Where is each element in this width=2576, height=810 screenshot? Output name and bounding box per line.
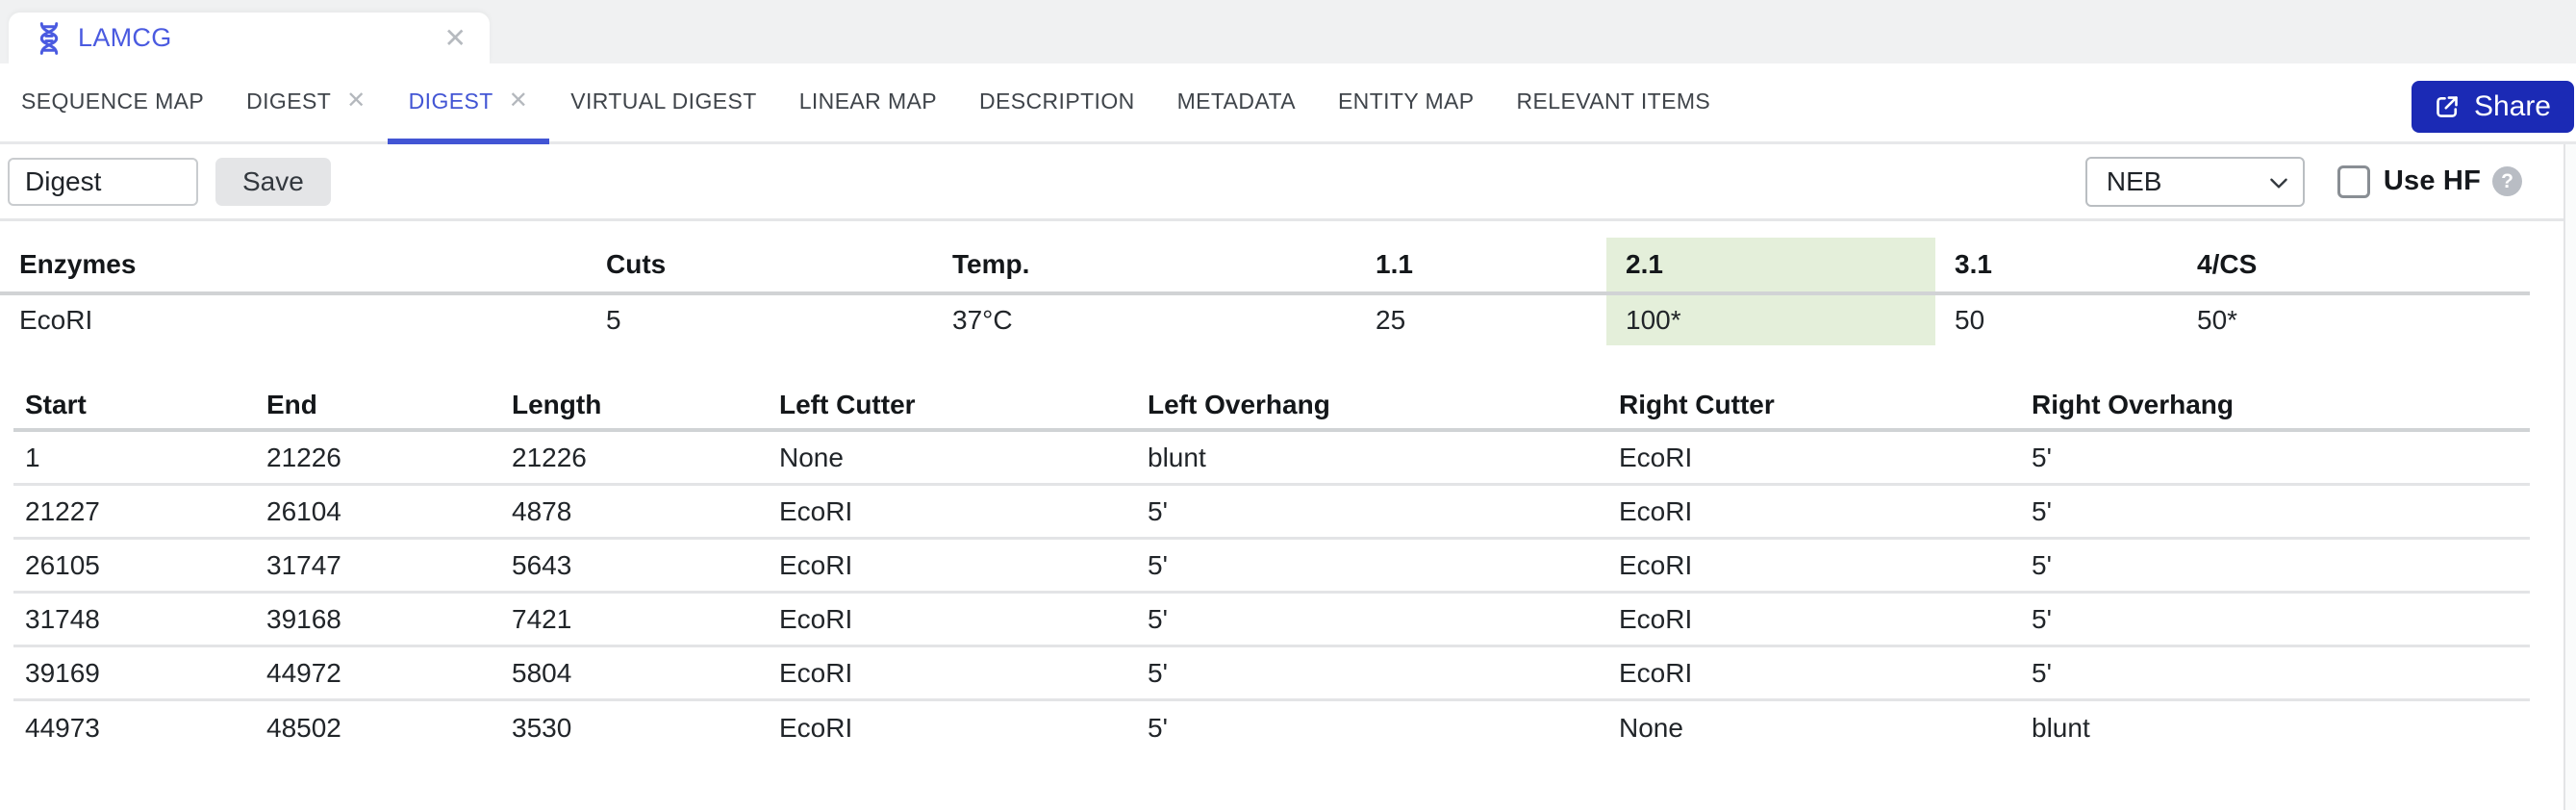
buffer-header-2-1-highlighted: 2.1 — [1606, 238, 1935, 295]
buffer-header-enzymes: Enzymes — [0, 238, 587, 295]
tab-relevant-items[interactable]: RELEVANT ITEMS — [1516, 88, 1711, 114]
buffer-header-temp: Temp. — [933, 238, 1356, 295]
buffer-cell-3-1: 50 — [1955, 305, 1985, 335]
digest-name-input[interactable] — [8, 157, 198, 206]
tab-sequence-map[interactable]: SEQUENCE MAP — [21, 88, 205, 114]
buffer-header-1-1: 1.1 — [1356, 238, 1606, 295]
buffer-header-3-1: 3.1 — [1935, 238, 2178, 295]
scrollbar-track[interactable] — [2563, 144, 2576, 810]
frag-header-right-overhang: Right Overhang — [2020, 382, 2530, 432]
document-tab-lamcg[interactable]: LAMCG ✕ — [9, 13, 490, 63]
document-title: LAMCG — [78, 23, 172, 52]
tab-digest-1[interactable]: DIGEST ✕ — [246, 88, 366, 114]
tab-virtual-digest[interactable]: VIRTUAL DIGEST — [570, 88, 757, 114]
frag-header-left-cutter: Left Cutter — [768, 382, 1136, 432]
dna-helix-icon — [39, 21, 59, 55]
tab-linear-map[interactable]: LINEAR MAP — [798, 88, 938, 114]
buffer-header-cuts: Cuts — [587, 238, 933, 295]
digest-fragments-table: Start End Length Left Cutter Left Overha… — [13, 382, 2530, 755]
share-button[interactable]: Share — [2411, 81, 2574, 133]
use-hf-checkbox[interactable] — [2336, 165, 2370, 198]
enzyme-db-select[interactable]: NEB — [2084, 156, 2305, 207]
buffer-cell-2-1-highlighted: 100* — [1606, 295, 1935, 345]
frag-header-left-overhang: Left Overhang — [1136, 382, 1607, 432]
toolbar-right-group: NEB Use HF ? — [2084, 156, 2522, 207]
close-tab-icon[interactable]: ✕ — [508, 88, 529, 114]
frag-header-right-cutter: Right Cutter — [1607, 382, 2020, 432]
tab-entity-map[interactable]: ENTITY MAP — [1337, 88, 1475, 114]
close-document-icon[interactable]: ✕ — [443, 22, 467, 53]
window-tab-strip: LAMCG ✕ — [0, 0, 2576, 63]
external-link-icon — [2437, 96, 2458, 117]
buffer-cell-1-1: 25 — [1376, 305, 1406, 335]
tab-description[interactable]: DESCRIPTION — [979, 88, 1135, 114]
view-tab-bar: SEQUENCE MAP DIGEST ✕ DIGEST ✕ VIRTUAL D… — [0, 63, 2576, 144]
buffer-cell-temp: 37°C — [952, 305, 1013, 335]
buffer-header-4-cs: 4/CS — [2178, 238, 2530, 295]
close-tab-icon[interactable]: ✕ — [346, 88, 366, 114]
save-button[interactable]: Save — [215, 157, 331, 206]
enzyme-db-select-wrap: NEB — [2084, 156, 2305, 207]
digest-toolbar: Save NEB Use HF ? — [0, 144, 2576, 221]
tab-metadata[interactable]: METADATA — [1176, 88, 1296, 114]
frag-header-end: End — [255, 382, 500, 432]
enzyme-buffer-table: Enzymes Cuts Temp. 1.1 2.1 3.1 4/CS EcoR… — [0, 238, 2530, 345]
frag-header-start: Start — [13, 382, 255, 432]
buffer-cell-cuts: 5 — [606, 305, 621, 335]
buffer-cell-4-cs: 50* — [2197, 305, 2238, 335]
tab-digest-2-active[interactable]: DIGEST ✕ — [387, 63, 550, 144]
use-hf-label: Use HF — [2383, 165, 2481, 196]
buffer-cell-enzyme: EcoRI — [19, 305, 93, 335]
frag-header-length: Length — [500, 382, 768, 432]
help-icon[interactable]: ? — [2492, 166, 2522, 196]
